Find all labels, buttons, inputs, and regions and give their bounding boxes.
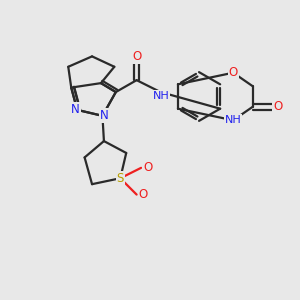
Text: NH: NH: [225, 115, 242, 125]
Text: S: S: [117, 172, 124, 185]
Text: N: N: [71, 103, 80, 116]
Text: O: O: [273, 100, 282, 113]
Text: O: O: [143, 161, 152, 174]
Text: O: O: [229, 66, 238, 79]
Text: NH: NH: [153, 91, 169, 100]
Text: O: O: [139, 188, 148, 201]
Text: O: O: [132, 50, 141, 63]
Text: N: N: [100, 109, 108, 122]
